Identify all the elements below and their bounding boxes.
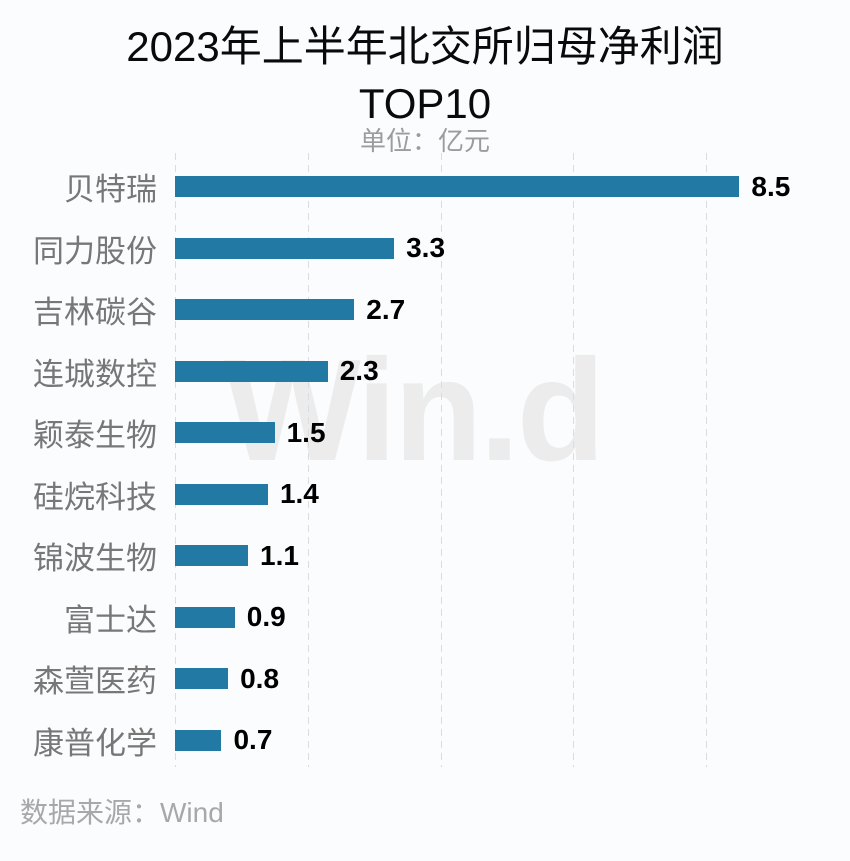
value-label: 3.3 (406, 232, 446, 264)
gridline (573, 153, 575, 767)
category-label: 同力股份 (33, 233, 157, 269)
chart-row: 康普化学 0.7 (0, 710, 850, 772)
chart-unit-label: 单位：亿元 (359, 126, 490, 156)
chart-title: 2023年上半年北交所归母净利润 TOP10 (0, 18, 850, 132)
chart-row: 硅烷科技 1.4 (0, 464, 850, 526)
chart-row: 贝特瑞 8.5 (0, 156, 850, 218)
bar (175, 299, 355, 321)
gridline (307, 153, 309, 767)
bar (175, 545, 249, 567)
value-label: 2.3 (339, 355, 379, 387)
value-label: 2.7 (366, 293, 406, 325)
bar (175, 483, 268, 505)
bar (175, 729, 222, 751)
gridline (440, 153, 442, 767)
category-label: 吉林碳谷 (33, 295, 157, 331)
data-source: 数据来源：Wind (20, 797, 224, 828)
chart-title-line1: 2023年上半年北交所归母净利润 (126, 23, 724, 70)
value-label: 1.1 (260, 539, 299, 571)
chart-title-line2: TOP10 (358, 80, 492, 127)
gridline (175, 153, 176, 767)
bar-rows: 贝特瑞 8.5 同力股份 3.3 吉林碳谷 2.7 连城数控 2.3 颖泰生物 1.5 硅烷科技 1.… (0, 156, 850, 771)
chart-row: 颖泰生物 1.5 (0, 402, 850, 464)
value-label: 1.5 (286, 416, 326, 448)
category-label: 富士达 (64, 602, 157, 638)
category-label: 贝特瑞 (64, 172, 157, 208)
chart-row: 连城数控 2.3 (0, 341, 850, 403)
value-label: 0.8 (240, 662, 280, 694)
bar (175, 237, 395, 259)
value-label: 1.4 (279, 478, 319, 510)
category-label: 康普化学 (33, 725, 157, 761)
chart-row: 锦波生物 1.1 (0, 525, 850, 587)
gridline (706, 153, 708, 767)
category-label: 森萱医药 (33, 664, 157, 700)
bar (175, 606, 235, 628)
value-label: 0.9 (246, 601, 286, 633)
value-label: 0.7 (233, 724, 273, 756)
chart-row: 富士达 0.9 (0, 587, 850, 649)
bar (175, 668, 229, 690)
bar (175, 422, 275, 444)
category-label: 硅烷科技 (33, 479, 157, 515)
chart-row: 森萱医药 0.8 (0, 648, 850, 710)
category-label: 锦波生物 (33, 541, 157, 577)
chart-row: 吉林碳谷 2.7 (0, 279, 850, 341)
value-label: 8.5 (751, 170, 791, 202)
bar (175, 176, 740, 198)
category-label: 颖泰生物 (33, 418, 157, 454)
bar (175, 360, 328, 382)
chart-row: 同力股份 3.3 (0, 218, 850, 280)
category-label: 连城数控 (33, 356, 157, 392)
